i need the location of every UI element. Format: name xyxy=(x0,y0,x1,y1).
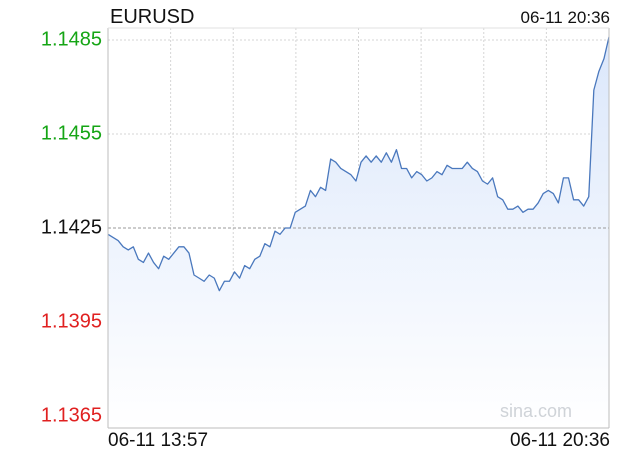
price-area xyxy=(108,36,609,429)
y-tick-label: 1.1365 xyxy=(40,404,102,427)
header-timestamp: 06-11 20:36 xyxy=(520,8,610,27)
x-start-label: 06-11 13:57 xyxy=(108,430,209,451)
y-tick-label: 1.1455 xyxy=(40,122,102,145)
x-end-label: 06-11 20:36 xyxy=(509,430,610,451)
y-tick-label: 1.1485 xyxy=(40,28,102,51)
watermark-text: sina.com xyxy=(500,401,573,421)
y-tick-label: 1.1395 xyxy=(40,310,102,333)
y-tick-label: 1.1425 xyxy=(40,216,102,239)
symbol-title: EURUSD xyxy=(110,6,195,28)
price-line xyxy=(107,36,610,292)
